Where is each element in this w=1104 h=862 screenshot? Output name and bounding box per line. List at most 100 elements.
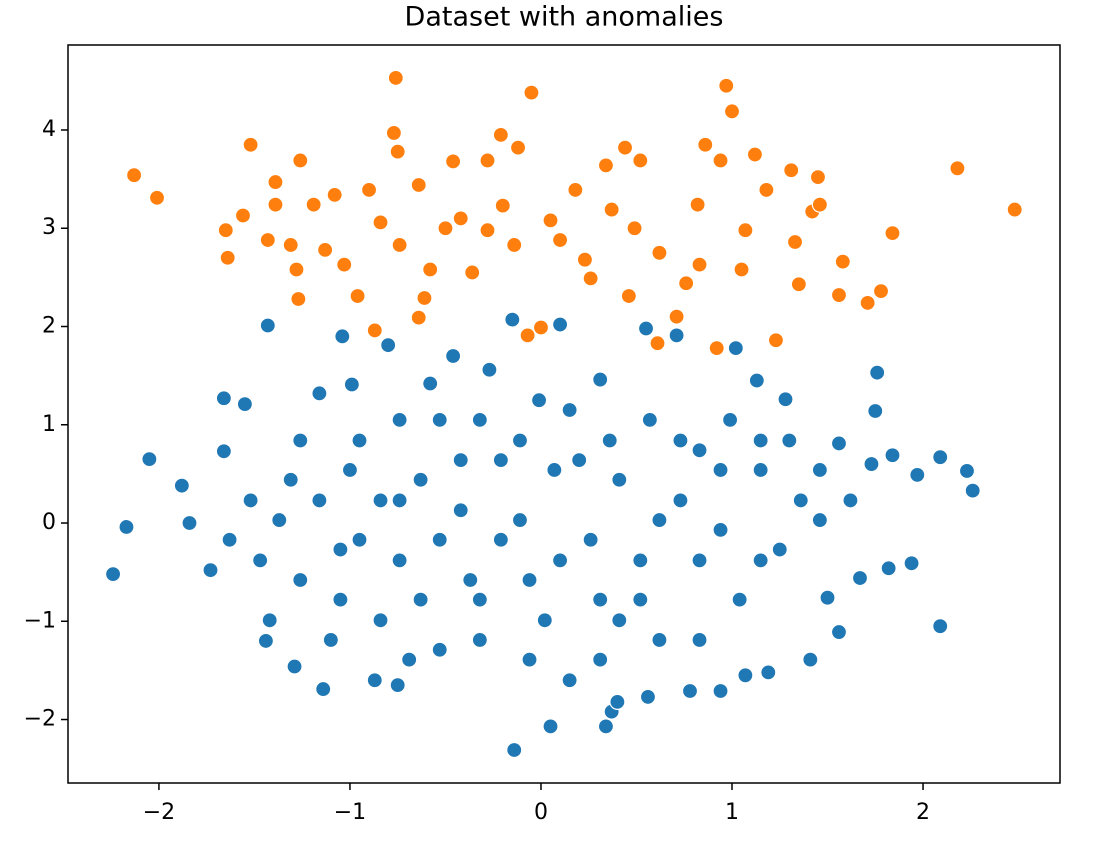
point	[632, 591, 649, 608]
point	[672, 432, 689, 449]
point	[597, 157, 615, 174]
point	[334, 328, 351, 345]
point	[326, 186, 343, 203]
point	[479, 152, 496, 169]
point	[819, 589, 836, 606]
point	[341, 461, 359, 479]
point	[681, 682, 699, 700]
point	[236, 396, 253, 413]
point	[471, 411, 488, 428]
point	[672, 492, 689, 509]
point	[349, 287, 366, 305]
point	[651, 631, 668, 649]
point	[872, 283, 890, 300]
point	[422, 375, 439, 392]
point	[471, 631, 488, 649]
point	[582, 270, 599, 287]
point	[781, 432, 798, 449]
point	[641, 411, 658, 428]
point	[305, 196, 322, 213]
point	[592, 651, 609, 668]
point	[391, 236, 408, 254]
point	[691, 552, 708, 569]
point	[504, 311, 521, 328]
point	[257, 632, 275, 650]
point	[551, 316, 569, 333]
point	[360, 181, 378, 199]
point	[639, 688, 657, 706]
point	[252, 552, 269, 569]
chart-title: Dataset with anomalies	[405, 2, 724, 33]
point	[416, 289, 433, 307]
point	[391, 492, 408, 509]
point	[292, 432, 309, 449]
point	[932, 618, 949, 635]
point	[651, 511, 668, 529]
point	[181, 514, 198, 532]
point	[366, 322, 383, 339]
point	[1006, 201, 1023, 218]
point	[148, 189, 166, 206]
point	[372, 214, 389, 231]
point	[752, 432, 769, 449]
point	[410, 176, 427, 194]
point	[506, 236, 523, 254]
y-tick-label: 2	[42, 314, 56, 339]
point	[811, 511, 828, 529]
point	[391, 552, 408, 569]
point	[884, 447, 901, 464]
point	[509, 139, 527, 156]
point	[609, 693, 626, 710]
point	[542, 718, 559, 735]
point	[511, 511, 529, 529]
point	[746, 146, 764, 163]
plot-frame	[67, 44, 1061, 784]
point	[712, 521, 729, 538]
point	[727, 340, 744, 357]
point	[292, 152, 309, 169]
point	[792, 492, 809, 509]
point	[422, 261, 439, 278]
point	[689, 196, 706, 213]
point	[536, 612, 553, 629]
point	[830, 286, 848, 304]
point	[492, 531, 509, 548]
point	[842, 492, 859, 509]
point	[863, 455, 880, 473]
point	[668, 327, 685, 344]
point	[125, 167, 143, 184]
point	[215, 390, 232, 407]
point	[511, 432, 529, 449]
point	[217, 222, 234, 239]
point	[851, 569, 869, 587]
point	[767, 332, 785, 349]
point	[282, 471, 299, 488]
point	[431, 641, 448, 658]
point	[632, 152, 649, 169]
point	[758, 181, 775, 199]
y-tick-label: 1	[42, 412, 56, 437]
point	[723, 103, 741, 120]
point	[603, 201, 620, 218]
point	[410, 309, 427, 326]
point	[322, 631, 339, 649]
point	[771, 541, 788, 558]
point	[542, 212, 559, 229]
point	[452, 502, 469, 519]
point	[708, 340, 725, 357]
point	[909, 466, 926, 483]
point	[932, 449, 949, 466]
point	[343, 376, 360, 393]
point	[737, 667, 754, 684]
point	[880, 560, 897, 577]
point	[387, 69, 404, 87]
point	[752, 461, 769, 479]
point	[332, 541, 349, 558]
point	[267, 173, 284, 191]
point	[718, 77, 735, 94]
point	[712, 152, 729, 169]
point	[452, 452, 469, 469]
point	[748, 372, 765, 389]
point	[221, 531, 238, 548]
point	[462, 571, 479, 589]
